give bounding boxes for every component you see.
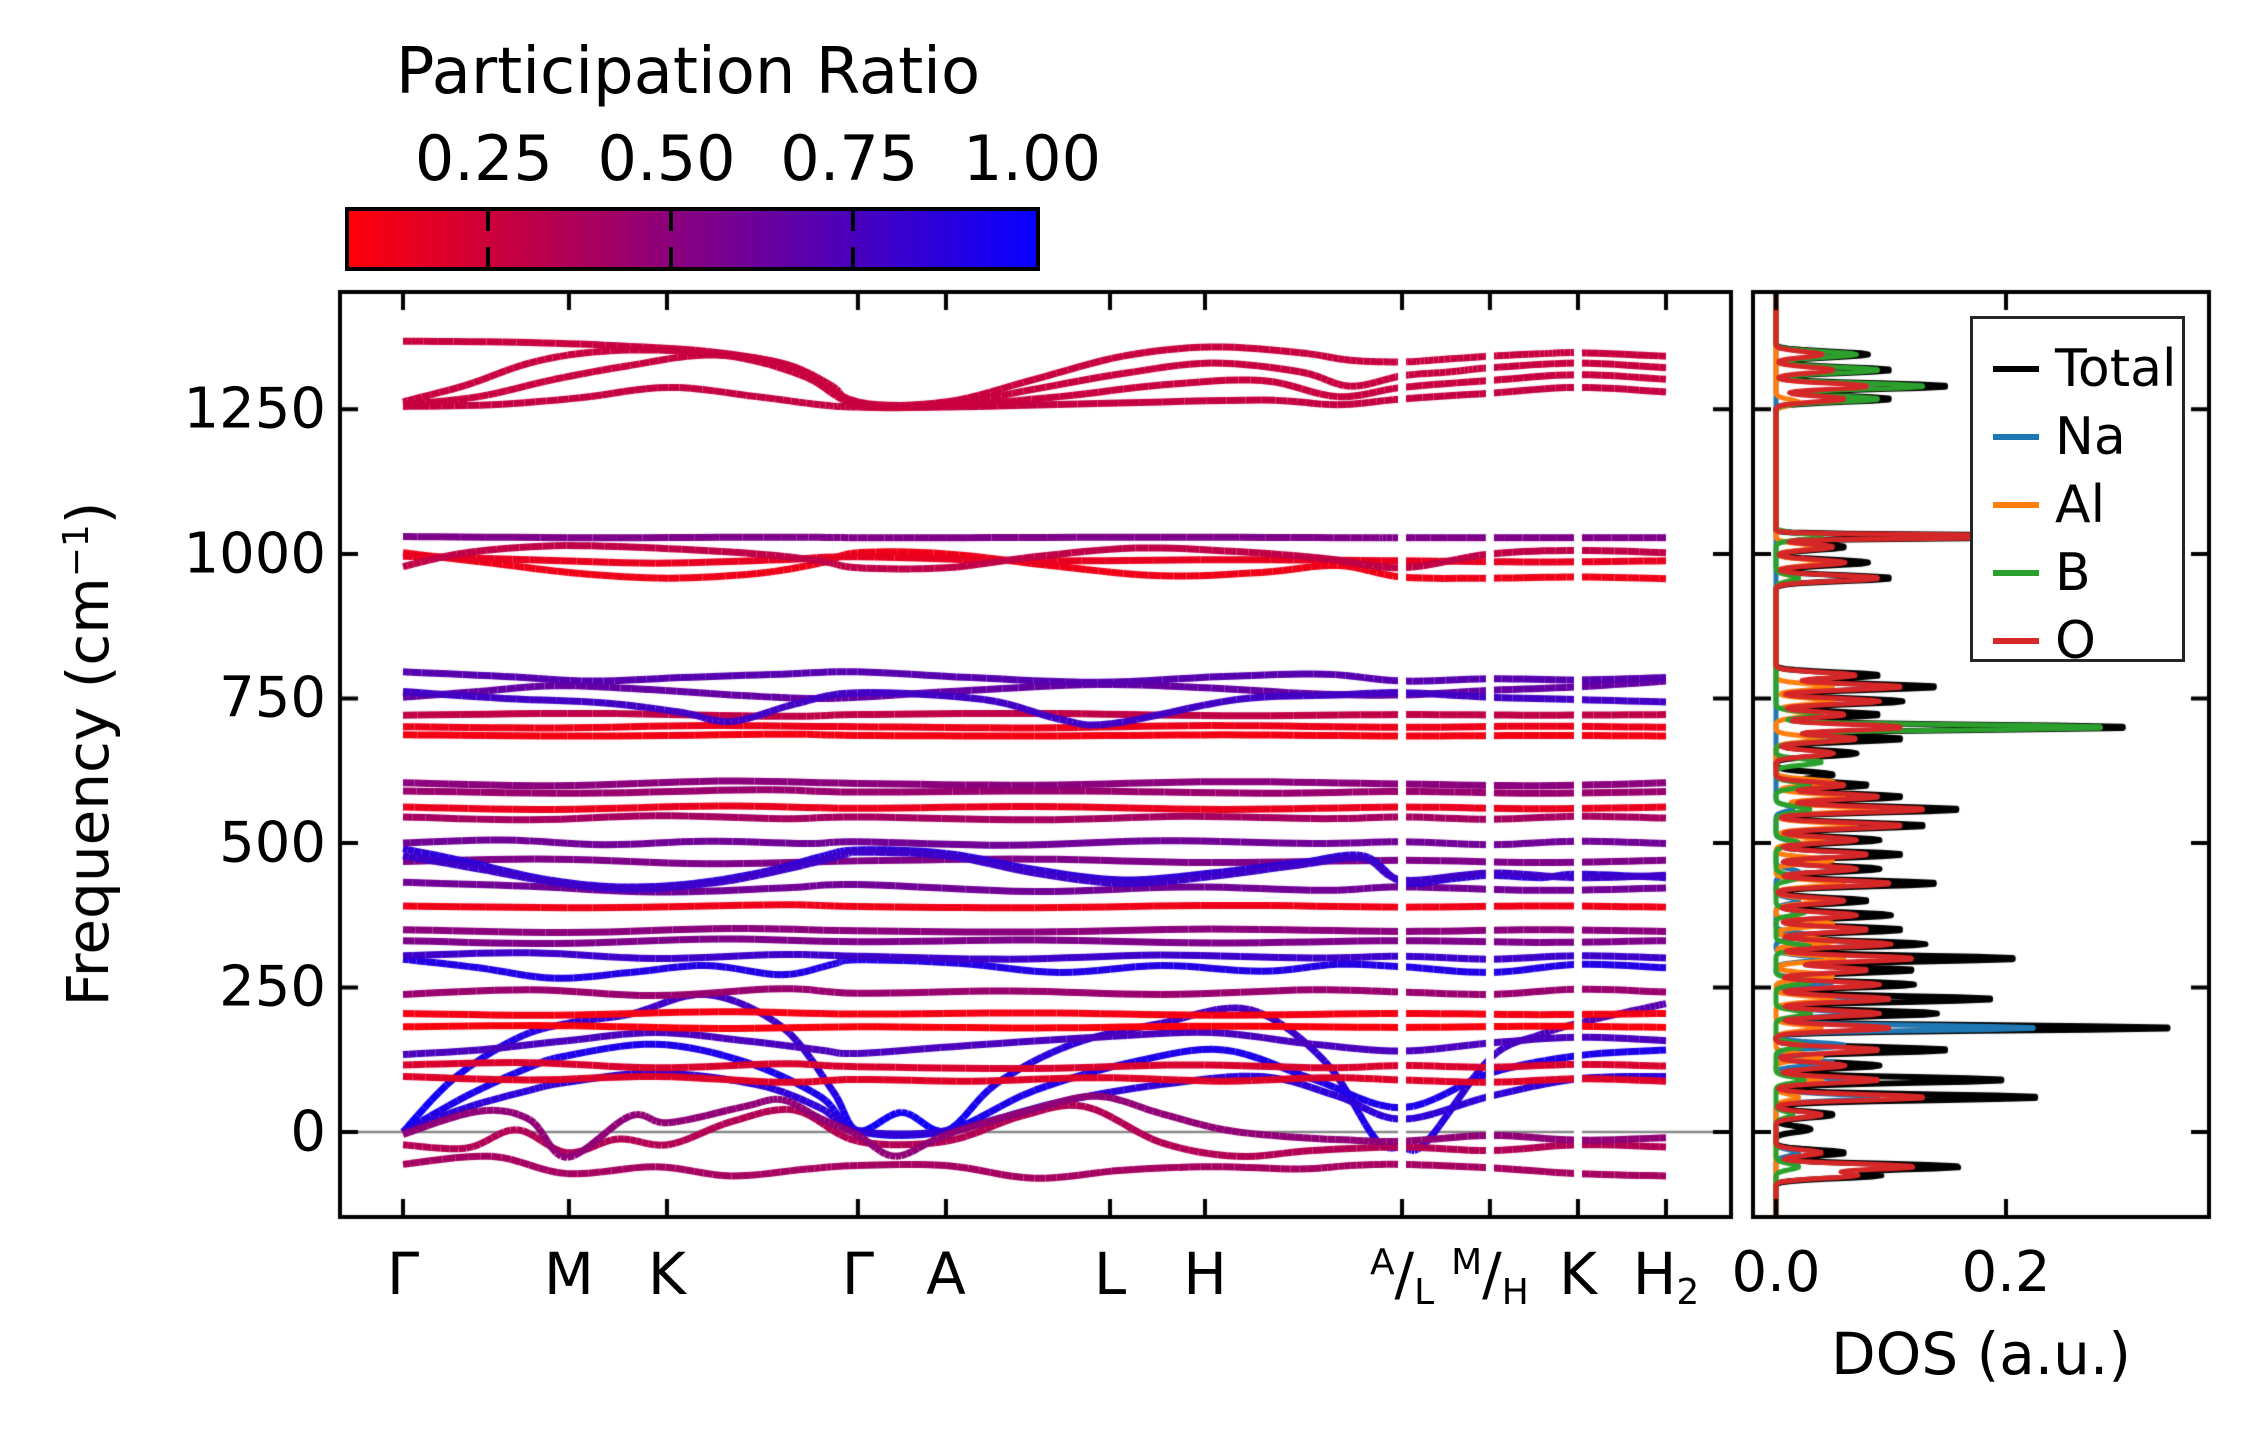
legend-label-b: B <box>2055 543 2091 603</box>
legend-swatch-al <box>1993 502 2039 508</box>
y-axis-label-close: ) <box>54 501 122 525</box>
legend-swatch-na <box>1993 434 2039 440</box>
colorbar-tick-mark <box>485 211 490 231</box>
colorbar-tick-label: 0.25 <box>414 122 553 195</box>
colorbar-tick-mark <box>851 247 856 267</box>
x-tick-label-M/H: M/H <box>1451 1240 1529 1314</box>
colorbar-tick-label: 1.00 <box>962 122 1102 195</box>
dos-axis-label: DOS (a.u.) <box>1831 1320 2131 1388</box>
x-tick-label-Γ: Γ <box>841 1240 875 1308</box>
y-tick-label-1250: 1250 <box>183 376 326 442</box>
legend-label-na: Na <box>2055 407 2126 467</box>
colorbar-title: Participation Ratio <box>395 35 981 109</box>
colorbar-tick-label: 0.50 <box>597 122 736 195</box>
y-tick-label-1000: 1000 <box>183 521 326 587</box>
x-tick-label-H2: H2 <box>1632 1240 1700 1314</box>
x-tick-label-Γ: Γ <box>386 1240 420 1308</box>
colorbar-tick-mark <box>668 211 673 231</box>
colorbar-tick-label: 0.75 <box>780 122 919 195</box>
participation-ratio-colorbar <box>345 207 1040 271</box>
legend-entry-total: Total <box>1993 343 2176 395</box>
x-tick-label-L: L <box>1093 1240 1127 1308</box>
colorbar-tick-mark <box>485 247 490 267</box>
x-tick-label-H: H <box>1183 1240 1227 1308</box>
y-tick-label-250: 250 <box>219 954 326 1020</box>
x-tick-label-K: K <box>1558 1240 1597 1308</box>
legend-entry-na: Na <box>1993 411 2126 463</box>
legend-swatch-o <box>1993 638 2039 644</box>
x-tick-label-K: K <box>647 1240 686 1308</box>
y-axis-label-exponent: −1 <box>56 524 98 578</box>
dos-x-tick-label-0.2: 0.2 <box>1961 1240 2051 1305</box>
legend-swatch-total <box>1993 366 2039 372</box>
y-axis-label-text: Frequency (cm <box>54 577 122 1007</box>
x-tick-label-M: M <box>543 1240 594 1308</box>
legend-swatch-b <box>1993 570 2039 576</box>
x-tick-label-A/L: A/L <box>1369 1240 1435 1314</box>
legend-label-o: O <box>2055 611 2096 671</box>
legend-label-total: Total <box>2055 339 2177 399</box>
legend-label-al: Al <box>2055 475 2106 535</box>
legend-entry-b: B <box>1993 547 2091 599</box>
y-axis-label: Frequency (cm−1) <box>54 502 122 1007</box>
colorbar-tick-mark <box>668 247 673 267</box>
dos-x-tick-label-0.0: 0.0 <box>1731 1240 1821 1305</box>
y-tick-label-750: 750 <box>219 665 326 731</box>
y-tick-label-0: 0 <box>290 1099 326 1165</box>
colorbar-tick-mark <box>851 211 856 231</box>
y-tick-label-500: 500 <box>219 810 326 876</box>
legend-entry-o: O <box>1993 615 2096 667</box>
x-tick-label-A: A <box>926 1240 966 1308</box>
legend-entry-al: Al <box>1993 479 2105 531</box>
dos-legend: Total Na Al B O <box>1970 316 2185 667</box>
